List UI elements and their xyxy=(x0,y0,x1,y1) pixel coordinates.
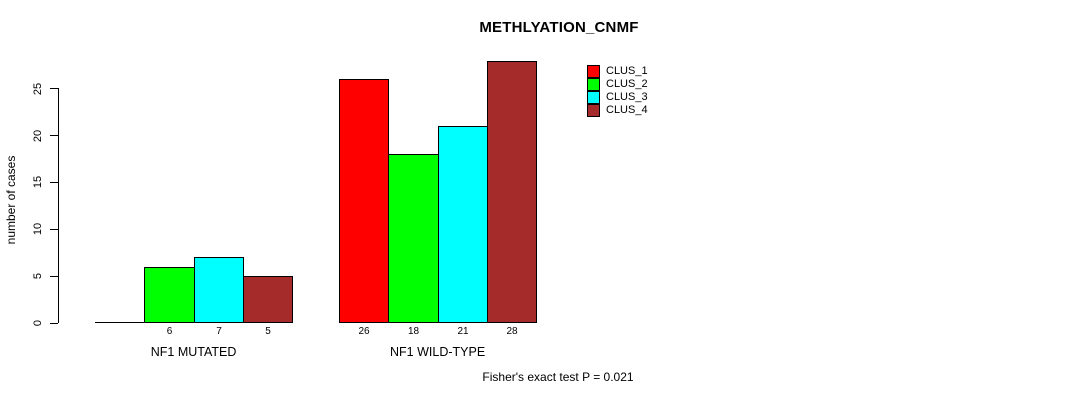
legend-label: CLUS_4 xyxy=(606,104,648,116)
legend-label: CLUS_3 xyxy=(606,91,648,103)
legend-item: CLUS_4 xyxy=(587,104,648,117)
y-tick-mark xyxy=(50,275,58,277)
legend-item: CLUS_3 xyxy=(587,91,648,104)
legend-label: CLUS_2 xyxy=(606,78,648,90)
y-tick-mark xyxy=(50,322,58,324)
y-tick-label: 25 xyxy=(32,82,44,95)
bar-value-label: 21 xyxy=(457,326,469,337)
legend-item: CLUS_2 xyxy=(587,78,648,91)
y-tick-label: 10 xyxy=(32,223,44,236)
bar xyxy=(388,154,439,323)
bar xyxy=(339,79,389,323)
bar-value-label: 28 xyxy=(506,326,518,337)
stat-annotation: Fisher's exact test P = 0.021 xyxy=(482,370,634,384)
bar-value-label: 5 xyxy=(265,326,271,337)
bar-value-label: 7 xyxy=(216,326,222,337)
bar-value-label: 26 xyxy=(358,326,370,337)
bar xyxy=(194,257,244,323)
bar xyxy=(243,276,293,323)
y-axis-label: number of cases xyxy=(4,155,18,245)
category-label: NF1 MUTATED xyxy=(150,345,237,359)
y-tick-label: 0 xyxy=(32,319,44,327)
bar xyxy=(487,61,537,323)
legend: CLUS_1 CLUS_2 CLUS_3 CLUS_4 xyxy=(587,65,648,117)
y-tick-label: 20 xyxy=(32,129,44,142)
y-tick-label: 5 xyxy=(32,273,44,280)
y-tick-mark xyxy=(50,88,58,90)
bar xyxy=(95,322,145,323)
y-axis-line xyxy=(58,88,59,323)
legend-item: CLUS_1 xyxy=(587,65,648,78)
y-tick-mark xyxy=(50,181,58,183)
legend-label: CLUS_1 xyxy=(606,65,648,77)
category-label: NF1 WILD-TYPE xyxy=(390,345,486,359)
y-tick-mark xyxy=(50,228,58,230)
bar-value-label: 18 xyxy=(407,326,420,337)
y-tick-label: 15 xyxy=(32,176,44,189)
bar xyxy=(144,267,195,323)
legend-swatch xyxy=(587,91,600,104)
bar xyxy=(438,126,488,323)
chart-title: METHLYATION_CNMF xyxy=(479,19,639,36)
bar-value-label: 6 xyxy=(166,326,173,337)
legend-swatch xyxy=(587,104,600,117)
legend-swatch xyxy=(587,78,600,91)
y-tick-mark xyxy=(50,135,58,137)
legend-swatch xyxy=(587,65,600,78)
